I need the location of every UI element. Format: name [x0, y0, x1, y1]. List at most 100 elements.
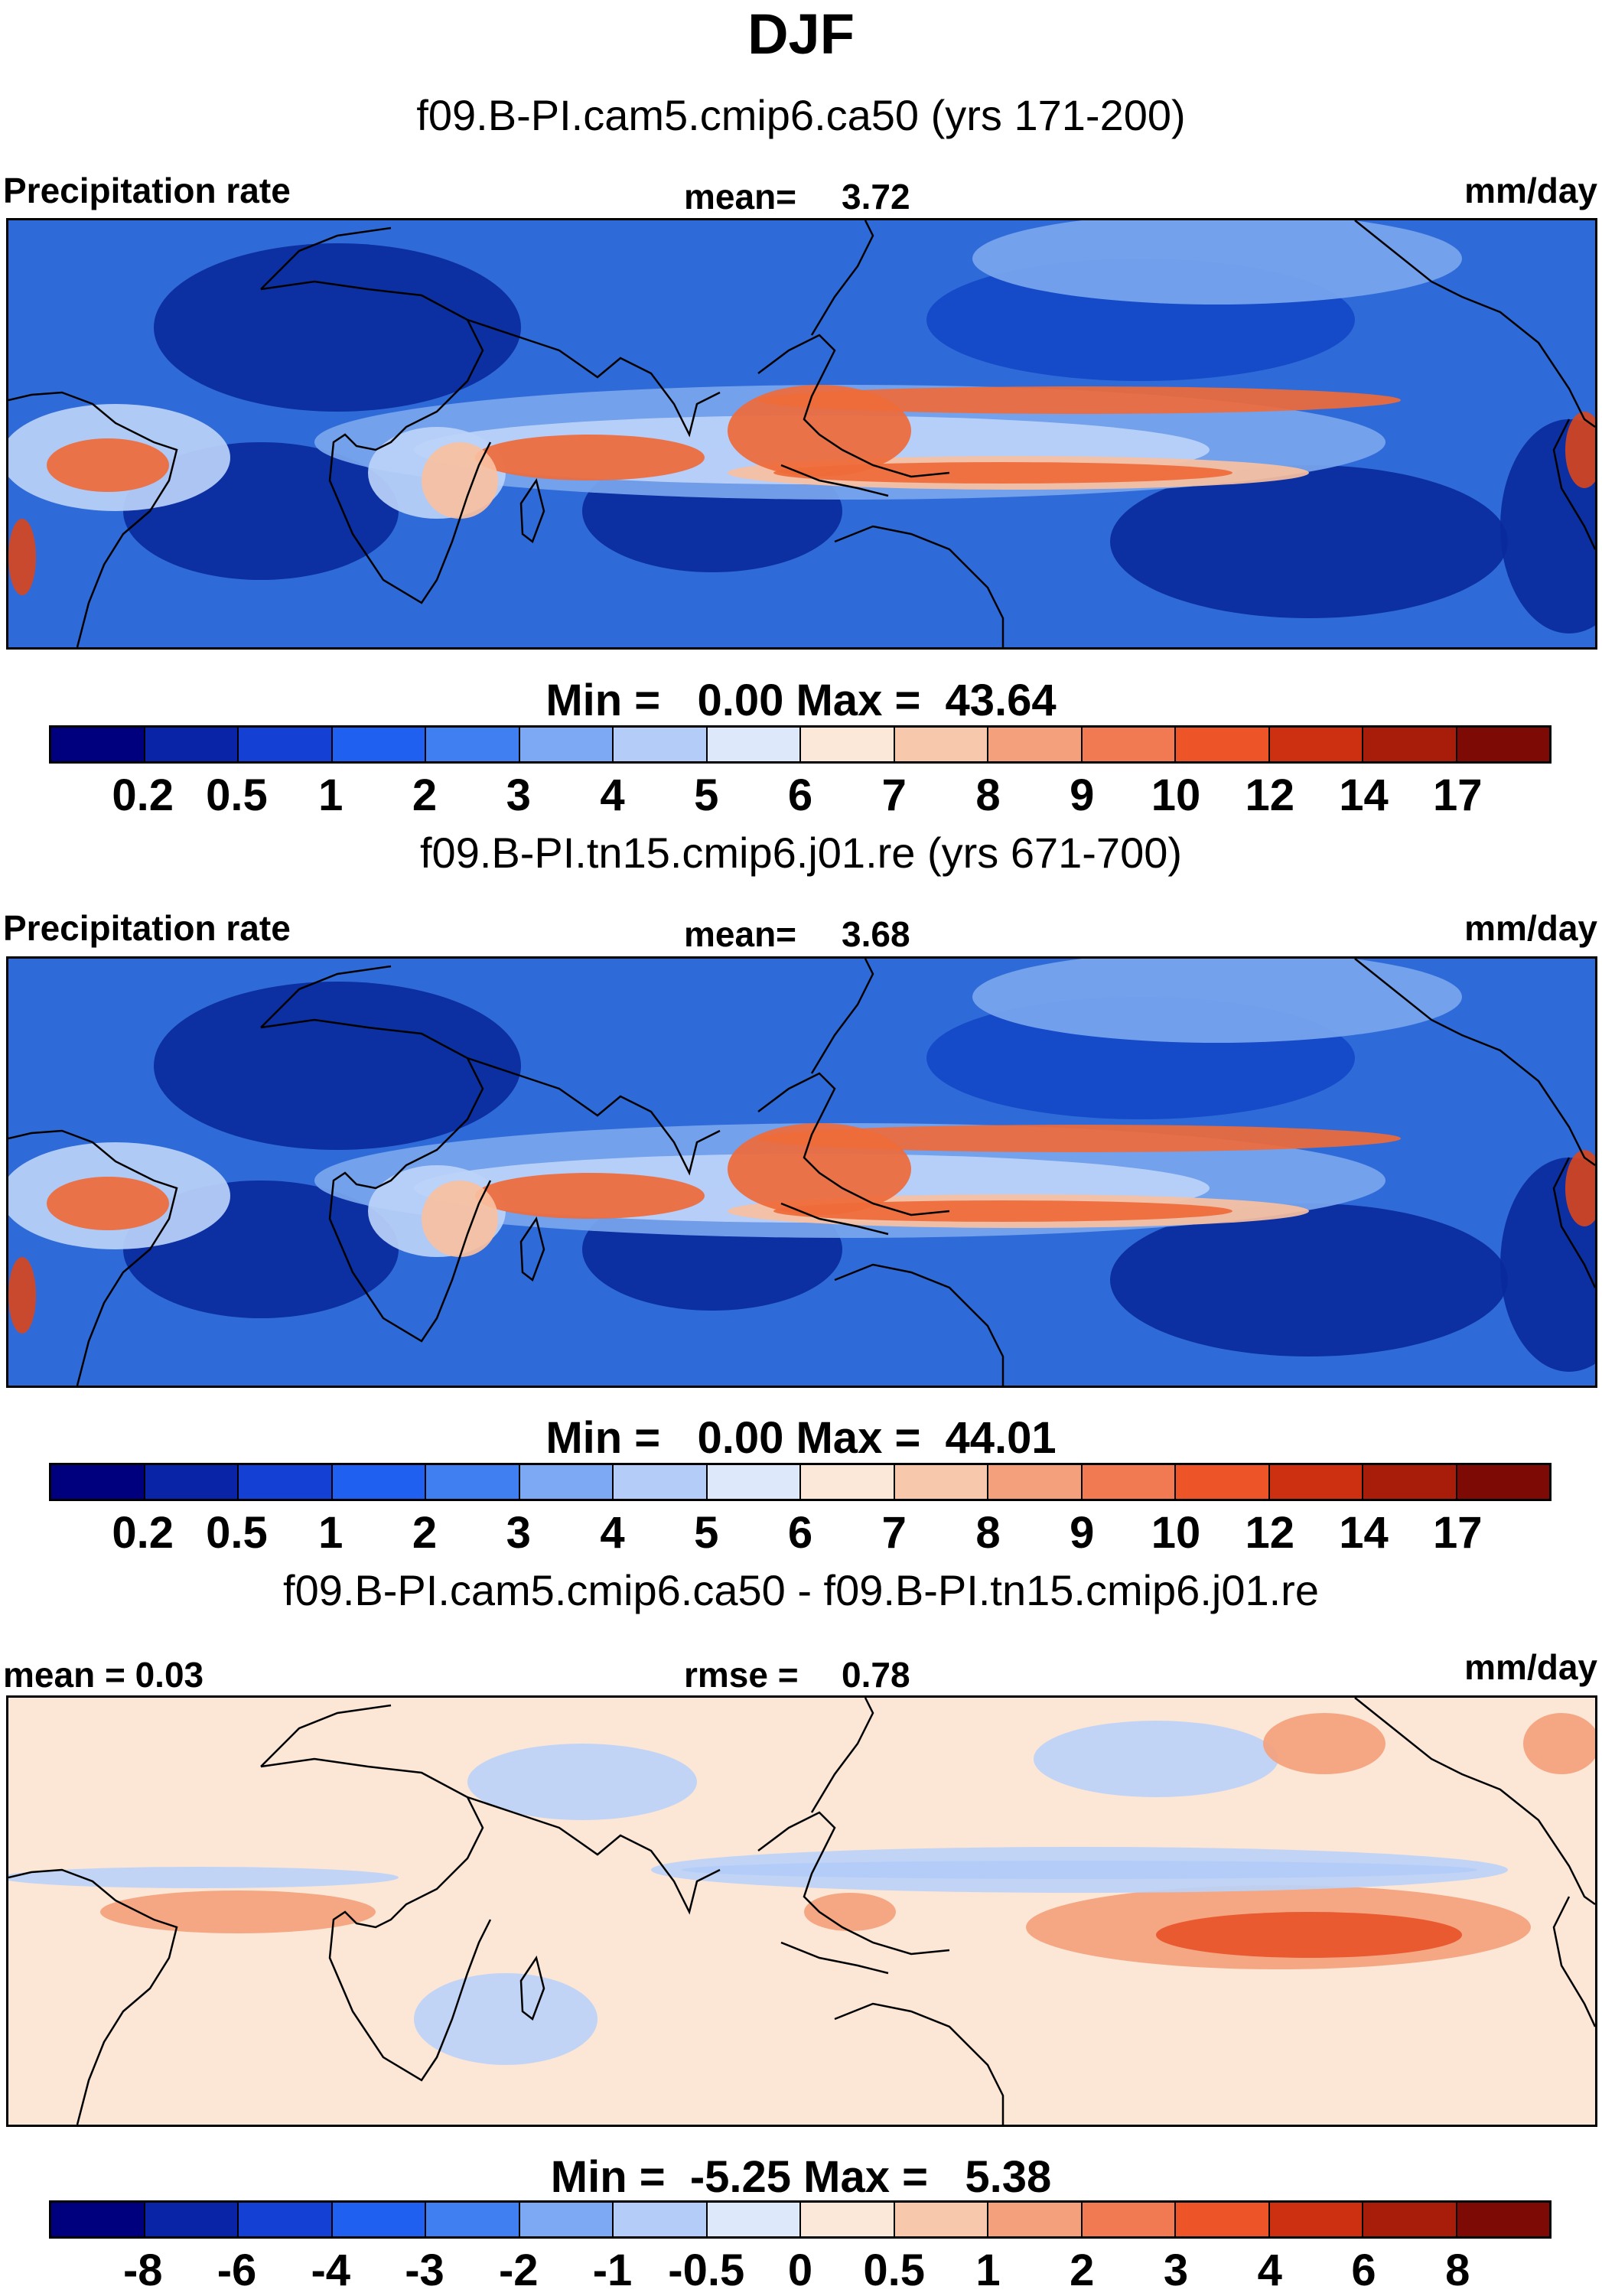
colorbar-box — [145, 1465, 239, 1499]
colorbar-box — [1176, 1465, 1270, 1499]
colorbar-tick-label: 5 — [694, 1508, 719, 1558]
colorbar-box — [239, 1465, 333, 1499]
colorbar-box — [707, 2203, 801, 2236]
colorbar-box — [519, 728, 614, 761]
field-contour — [100, 1891, 376, 1933]
colorbar-tick-label: 4 — [1257, 2246, 1282, 2295]
field-contour — [728, 385, 911, 477]
colorbar-tick-label: 8 — [975, 1508, 1001, 1558]
coastline — [780, 1941, 889, 1975]
colorbar-box — [1082, 1465, 1176, 1499]
coastline — [519, 1216, 545, 1282]
field-contour — [8, 1257, 36, 1334]
colorbar-tick-label: 14 — [1339, 1508, 1389, 1558]
colorbar-box — [1457, 2203, 1549, 2236]
colorbar-tick-label: 17 — [1432, 770, 1483, 820]
colorbar-tick-label: 9 — [1070, 1508, 1095, 1558]
colorbar-box — [519, 1465, 614, 1499]
field-contour — [475, 1173, 705, 1219]
coastline — [467, 1796, 721, 1915]
field-contour — [154, 982, 521, 1150]
coastline — [834, 1263, 1005, 1386]
panel-2-precip-map — [6, 956, 1597, 1388]
panel-3-colorbar — [49, 2200, 1552, 2239]
field-contour — [1565, 1150, 1595, 1226]
colorbar-tick-label: 9 — [1070, 770, 1095, 820]
colorbar-box — [1082, 2203, 1176, 2236]
colorbar-tick-label: -4 — [311, 2246, 351, 2295]
field-contour — [773, 1200, 1232, 1222]
colorbar-box — [614, 1465, 708, 1499]
colorbar-box — [1363, 2203, 1457, 2236]
colorbar-box — [1457, 1465, 1549, 1499]
panel-3-min-max: Min = -5.25 Max = 5.38 — [550, 2152, 1052, 2202]
field-contour — [1110, 1203, 1508, 1356]
colorbar-box — [519, 2203, 614, 2236]
colorbar-box — [239, 2203, 333, 2236]
field-contour — [758, 386, 1401, 414]
coastline — [8, 1129, 178, 1386]
colorbar-box — [801, 728, 895, 761]
coastline — [519, 477, 545, 544]
colorbar-box — [145, 728, 239, 761]
colorbar-box — [614, 2203, 708, 2236]
field-contour — [1034, 1721, 1278, 1797]
colorbar-box — [51, 728, 145, 761]
field-contour — [804, 1893, 896, 1931]
colorbar-box — [707, 1465, 801, 1499]
panel-2-case-title: f09.B-PI.tn15.cmip6.j01.re (yrs 671-700) — [419, 829, 1183, 877]
coastline — [810, 959, 874, 1074]
colorbar-box — [1082, 728, 1176, 761]
coastline — [1354, 1698, 1595, 1906]
colorbar-tick-label: 1 — [318, 1508, 344, 1558]
coastline — [260, 1018, 492, 1343]
field-contour — [773, 462, 1232, 484]
colorbar-box — [988, 728, 1083, 761]
panel-2-variable-label: Precipitation rate — [3, 908, 291, 948]
panel-1-variable-label: Precipitation rate — [3, 171, 291, 210]
coastline — [467, 1057, 721, 1176]
panel-3-mean-label: mean = 0.03 — [3, 1655, 204, 1695]
colorbar-box — [426, 1465, 520, 1499]
panel-2-colorbar-ticks: 0.2 0.5 1 2 3 4 5 6 7 8 9 10 12 14 17 — [49, 1507, 1552, 1558]
colorbar-box — [801, 2203, 895, 2236]
colorbar-box — [988, 1465, 1083, 1499]
colorbar-tick-label: 1 — [318, 770, 344, 820]
colorbar-tick-label: 0.5 — [863, 2246, 926, 2295]
panel-1-precip-map — [6, 218, 1597, 650]
coastline — [260, 965, 392, 1028]
colorbar-tick-label: 10 — [1151, 770, 1201, 820]
colorbar-tick-label: 3 — [1163, 2246, 1189, 2295]
colorbar-tick-label: 7 — [881, 770, 907, 820]
panel-1-units: mm/day — [1464, 171, 1597, 210]
colorbar-tick-label: 4 — [600, 1508, 625, 1558]
colorbar-box — [1176, 728, 1270, 761]
colorbar-tick-label: -1 — [592, 2246, 633, 2295]
colorbar-box — [1269, 2203, 1363, 2236]
coastline — [780, 464, 889, 497]
panel-1-colorbar-ticks: 0.2 0.5 1 2 3 4 5 6 7 8 9 10 12 14 17 — [49, 770, 1552, 820]
field-contour — [1156, 1912, 1462, 1958]
colorbar-tick-label: 3 — [506, 770, 531, 820]
colorbar-box — [332, 1465, 426, 1499]
colorbar-box — [426, 728, 520, 761]
colorbar-tick-label: 7 — [881, 1508, 907, 1558]
panel-3-difference-map — [6, 1695, 1597, 2127]
panel-2-units: mm/day — [1464, 908, 1597, 948]
colorbar-tick-label: 5 — [694, 770, 719, 820]
colorbar-box — [614, 728, 708, 761]
figure-title: DJF — [747, 2, 855, 66]
field-contour — [651, 1847, 1508, 1893]
field-contour — [1565, 412, 1595, 488]
coastline — [757, 1072, 950, 1216]
coastline — [757, 334, 950, 478]
colorbar-tick-label: 8 — [1445, 2246, 1470, 2295]
coastline — [519, 1955, 545, 2021]
coastline — [757, 1811, 950, 1956]
colorbar-tick-label: 0 — [787, 2246, 813, 2295]
coastline — [1354, 220, 1595, 428]
field-contour — [1523, 1713, 1595, 1774]
colorbar-tick-label: 2 — [412, 1508, 438, 1558]
colorbar-tick-label: 6 — [1351, 2246, 1376, 2295]
panel-3-units: mm/day — [1464, 1647, 1597, 1687]
